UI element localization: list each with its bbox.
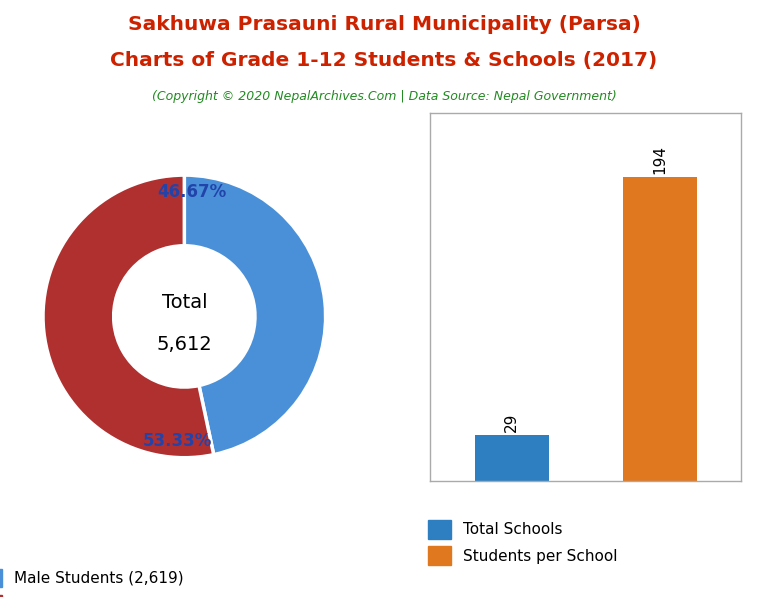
Bar (475, 435, 548, 481)
Text: 46.67%: 46.67% (157, 183, 226, 201)
Bar (623, 177, 697, 481)
Text: (Copyright © 2020 NepalArchives.Com | Data Source: Nepal Government): (Copyright © 2020 NepalArchives.Com | Da… (151, 90, 617, 103)
Wedge shape (184, 175, 326, 455)
Text: 29: 29 (504, 413, 519, 432)
Wedge shape (43, 175, 214, 458)
Text: 5,612: 5,612 (157, 335, 212, 354)
Text: 53.33%: 53.33% (143, 432, 212, 450)
Text: 194: 194 (652, 145, 667, 174)
Legend: Male Students (2,619), Female Students (2,993): Male Students (2,619), Female Students (… (0, 562, 209, 597)
Text: Sakhuwa Prasauni Rural Municipality (Parsa): Sakhuwa Prasauni Rural Municipality (Par… (127, 15, 641, 34)
Text: Total: Total (161, 293, 207, 312)
Text: Charts of Grade 1-12 Students & Schools (2017): Charts of Grade 1-12 Students & Schools … (111, 51, 657, 70)
Legend: Total Schools, Students per School: Total Schools, Students per School (422, 514, 624, 571)
